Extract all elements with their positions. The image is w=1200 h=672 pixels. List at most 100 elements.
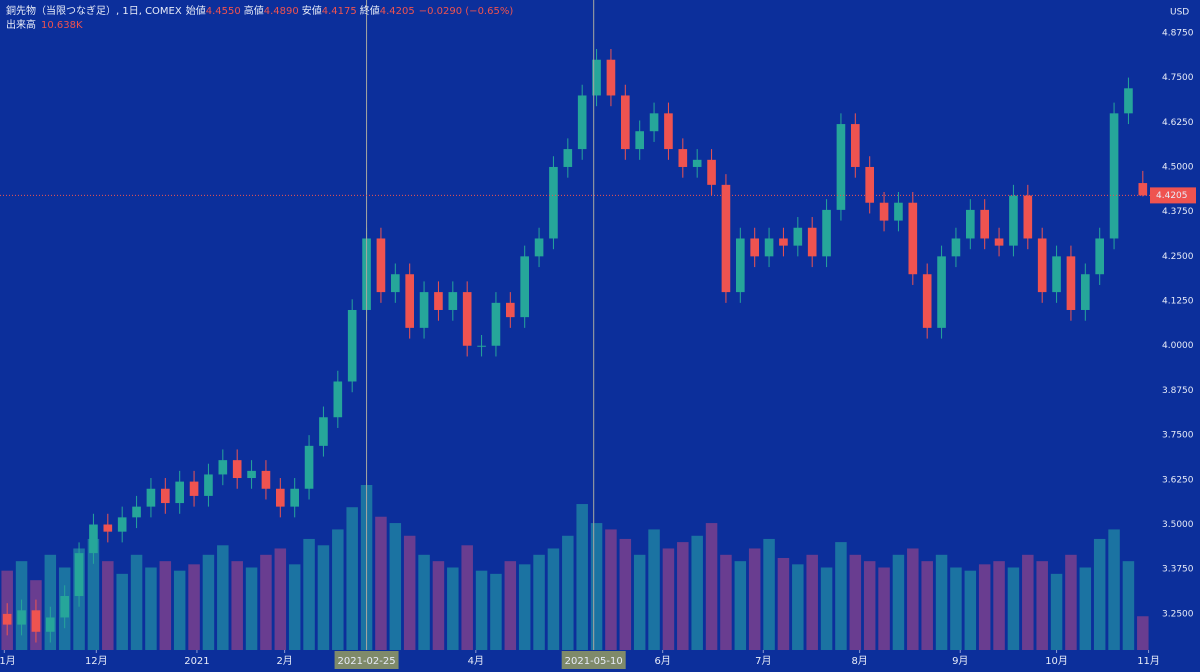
volume-bar [44,554,57,650]
volume-bar [332,529,344,650]
x-tick-label: 10月 [1045,655,1068,667]
volume-header: 出来高 10.638K [6,18,83,31]
x-tick-label: 7月 [755,655,771,667]
candle-body [635,131,644,150]
volume-bar [173,570,186,650]
volume-bar [116,573,128,650]
title: 銅先物（当限つなぎ足）, 1日, COMEX [6,4,182,17]
last-price-label: 4.4205 [1156,191,1188,201]
volume-bar [1036,561,1048,650]
candle-body [89,524,98,554]
candle-body [1124,88,1133,114]
axis-layer: 3.2500 3.3750 3.5000 3.6250 3.7500 3.8750 4.00… [0,28,1196,669]
price-axis-panel [1150,0,1200,672]
volume-bar [633,554,646,650]
volume-bar [662,548,675,650]
currency: USD [1170,8,1189,18]
candle-body [506,302,515,318]
volume-bar [288,564,301,650]
crosshair-label-bg [561,651,626,669]
candle-body [851,124,860,167]
volume-bar [145,567,157,650]
x-tick-label: 12月 [85,655,108,667]
volume-bar [1050,573,1063,650]
candle-body [951,238,961,257]
volume-bar [533,554,545,650]
candle-body [60,596,69,618]
volume-bar [605,529,617,650]
ohlc-label: 始値 [186,4,206,17]
x-tick-label: 11月 [0,655,16,667]
ohlc-value: 4.4550 [206,6,241,17]
candle-body [822,209,831,257]
volume-bar [950,567,962,650]
candle-body [707,159,716,185]
volume-bar [921,561,933,650]
y-tick-label: 3.6250 [1162,475,1194,485]
volume-bar [964,570,977,650]
volume-bar [260,554,272,650]
volume-bar [849,554,862,650]
candle-body [520,256,529,318]
volume-bar [447,567,459,650]
volume-bar [1108,529,1120,650]
volume-layer [1,485,1149,650]
candle-body [31,610,41,632]
volume-bar [303,538,315,650]
candle-body [563,149,573,167]
volume-bar [562,535,574,650]
volume-title: 出来高 [6,18,36,31]
ohlc-label: 安値 [302,4,322,17]
candle-body [879,202,889,221]
candle-body [1109,113,1119,239]
volume-bar [274,548,287,650]
volume-bar [217,545,229,650]
candle-body [1037,238,1047,293]
candle-body [750,238,759,257]
candle-body [132,506,141,518]
candle-body [419,292,429,328]
candle-body [721,184,731,293]
candle-body [491,302,501,346]
y-tick-label: 3.3750 [1162,565,1194,575]
volume-bar [1065,554,1077,650]
volume-bar [763,538,775,650]
volume-value: 10.638K [41,20,83,31]
volume-bar [978,564,991,650]
volume-bar [820,567,833,650]
volume-bar [835,542,847,650]
volume-bar [518,564,531,650]
volume-bar [102,561,114,650]
candle-body [448,292,458,310]
x-tick-label: 2月 [276,655,292,667]
x-tick-label: 2021 [184,656,209,667]
y-tick-label: 4.7500 [1162,73,1194,83]
ohlc-value: 4.4205 [380,6,415,17]
candle-body [549,166,558,239]
volume-bar [504,561,517,650]
ohlc-label: 高値 [244,4,264,17]
candle-body [1066,256,1076,310]
volume-bar [231,561,243,650]
volume-bar [648,529,660,650]
volume-bar [1007,567,1020,650]
candle-body [376,238,386,293]
ohlc-value: 4.4175 [322,6,357,17]
y-tick-label: 3.8750 [1162,386,1194,396]
candle-body [117,517,127,532]
y-tick-label: 4.1250 [1162,297,1194,307]
candle-body [290,488,299,507]
candle-body [247,470,256,479]
header-line: 銅先物（当限つなぎ足）, 1日, COMEX 始値4.4550 高値4.4890 安値… [6,4,513,17]
candle-body [17,610,26,625]
candle-body [304,445,314,489]
y-tick-label: 3.5000 [1162,520,1194,530]
candle-body [649,113,659,132]
x-tick-label: 4月 [468,655,484,667]
y-tick-label: 4.5000 [1162,162,1194,172]
volume-bar [432,561,445,650]
candle-body [1009,195,1018,246]
y-tick-label: 3.7500 [1162,431,1194,441]
volume-bar [892,554,905,650]
candle-body [276,488,285,507]
